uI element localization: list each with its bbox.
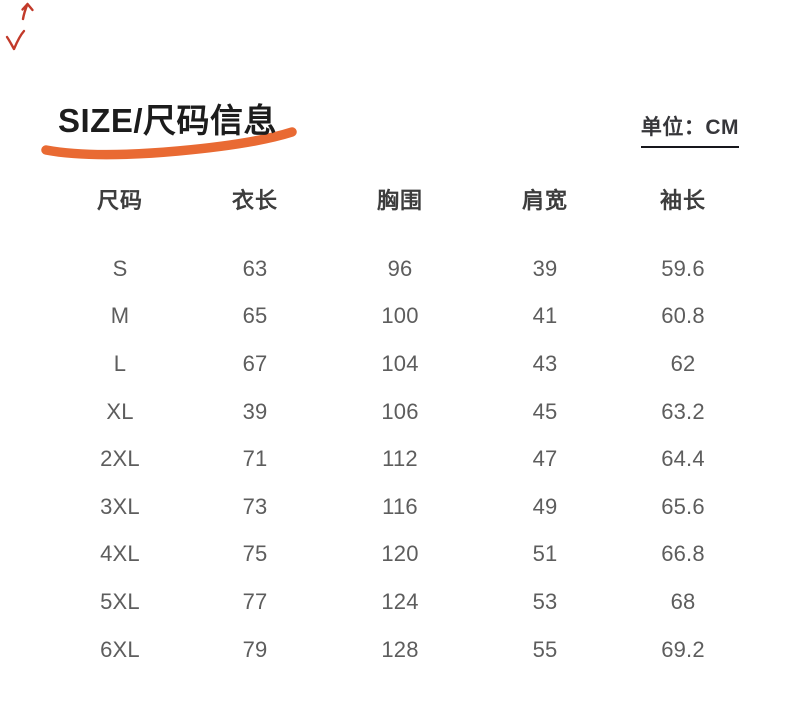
value-cell: 39: [532, 255, 558, 281]
table-header-row: 尺码 衣长 胸围 肩宽 袖长: [60, 186, 746, 216]
title-underline-swoosh-icon: [41, 127, 297, 160]
value-cell: 55: [532, 636, 558, 662]
value-cell: 47: [532, 446, 558, 472]
value-cell: 67: [242, 350, 268, 376]
size-cell: S: [112, 255, 128, 281]
value-cell: 73: [242, 493, 268, 519]
value-cell: 45: [532, 398, 558, 424]
value-cell: 63.2: [661, 398, 705, 424]
value-cell: 116: [382, 493, 418, 519]
value-cell: 64.4: [661, 446, 705, 472]
value-cell: 128: [381, 636, 419, 662]
value-cell: 79: [242, 636, 268, 662]
value-cell: 63: [242, 255, 268, 281]
value-cell: 77: [242, 588, 268, 614]
unit-label: 单位：CM: [640, 111, 739, 148]
value-cell: 75: [242, 541, 268, 567]
column-header-sleeve: 袖长: [659, 188, 706, 213]
value-cell: 65: [242, 303, 268, 329]
column-header-size: 尺码: [96, 188, 143, 213]
size-cell: 6XL: [100, 636, 140, 662]
value-cell: 43: [532, 350, 558, 376]
value-cell: 65.6: [661, 493, 705, 519]
value-cell: 68: [670, 588, 696, 614]
value-cell: 59.6: [661, 255, 705, 281]
value-cell: 49: [532, 493, 558, 519]
value-cell: 39: [242, 398, 268, 424]
size-cell: 5XL: [100, 588, 140, 614]
value-cell: 104: [381, 350, 419, 376]
value-cell: 51: [532, 541, 558, 567]
check-mark-icon: [5, 29, 26, 51]
value-cell: 53: [532, 588, 558, 614]
corner-annotation-marks: [5, 2, 34, 51]
value-cell: 71: [242, 446, 268, 472]
value-cell: 100: [381, 303, 419, 329]
value-cell: 69.2: [661, 636, 705, 662]
value-cell: 66.8: [661, 541, 705, 567]
size-cell: L: [113, 350, 127, 376]
size-cell: 4XL: [100, 541, 140, 567]
value-cell: 106: [381, 398, 419, 424]
value-cell: 60.8: [661, 303, 705, 329]
up-arrow-mark-icon: [21, 2, 34, 21]
column-header-length: 衣长: [231, 188, 278, 213]
size-cell: 3XL: [100, 493, 140, 519]
column-header-bust: 胸围: [376, 188, 423, 213]
column-header-shoulder: 肩宽: [521, 188, 568, 213]
value-cell: 124: [381, 588, 419, 614]
size-cell: XL: [106, 398, 134, 424]
value-cell: 120: [381, 541, 419, 567]
value-cell: 96: [387, 255, 413, 281]
value-cell: 112: [382, 446, 418, 472]
size-table-body: S 63 96 39 59.6 M 65 100 41 60.8 L 67 10…: [60, 245, 746, 673]
value-cell: 41: [532, 303, 558, 329]
size-cell: 2XL: [100, 446, 140, 472]
value-cell: 62: [670, 350, 696, 376]
page-title: SIZE/尺码信息: [58, 102, 278, 139]
size-cell: M: [110, 303, 130, 329]
